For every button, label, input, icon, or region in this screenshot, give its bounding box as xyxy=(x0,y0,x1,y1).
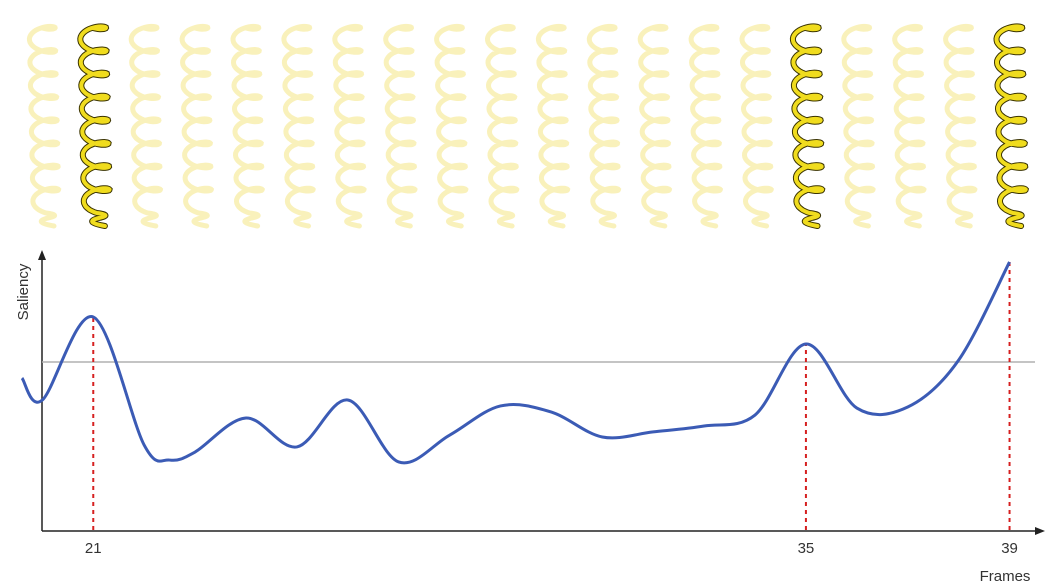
helix xyxy=(589,26,618,226)
helix-highlighted xyxy=(793,26,822,226)
helix xyxy=(640,26,669,226)
helix-strip xyxy=(29,26,1025,226)
helix-highlighted xyxy=(80,26,109,226)
helix xyxy=(131,26,160,226)
x-tick-label: 39 xyxy=(1001,540,1018,557)
helix xyxy=(437,26,466,226)
chart: Saliency Frames 21 35 39 xyxy=(0,0,1045,588)
x-axis-label: Frames xyxy=(980,568,1031,585)
helix xyxy=(29,26,58,226)
helix xyxy=(335,26,364,226)
helix xyxy=(742,26,771,226)
helix xyxy=(233,26,262,226)
helix xyxy=(895,26,924,226)
helix xyxy=(182,26,211,226)
helix-highlighted xyxy=(997,26,1026,226)
helix xyxy=(284,26,313,226)
helix xyxy=(691,26,720,226)
helix xyxy=(538,26,567,226)
page: {"chart_data": {"type": "line", "y_label… xyxy=(0,0,1045,588)
x-tick-label: 35 xyxy=(798,540,815,557)
helix xyxy=(488,26,517,226)
y-axis-label: Saliency xyxy=(15,263,32,320)
helix xyxy=(844,26,873,226)
x-tick-label: 21 xyxy=(85,540,102,557)
helix xyxy=(386,26,415,226)
helix xyxy=(946,26,975,226)
